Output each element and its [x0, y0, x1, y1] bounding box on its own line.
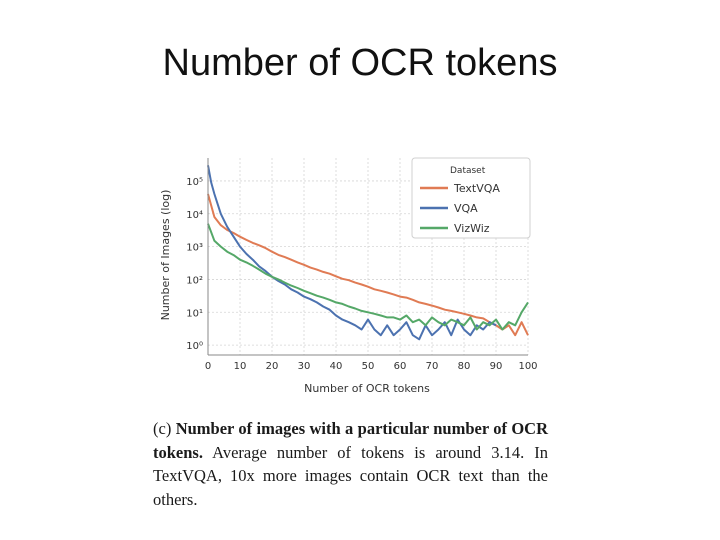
x-tick-label: 70	[426, 361, 439, 372]
x-tick-label: 60	[394, 361, 407, 372]
x-tick-label: 80	[458, 361, 471, 372]
y-tick-label: 10¹	[186, 308, 203, 319]
legend-title: Dataset	[450, 166, 486, 176]
slide-title: Number of OCR tokens	[162, 42, 558, 84]
caption-text: Average number of tokens is around 3.14.…	[153, 442, 548, 509]
legend-box	[411, 157, 531, 239]
chart-ticks: 0 10 20 30 40 50 60 70 80 90 100 10⁰ 10¹ 10² 10³ 10⁴ 10⁵	[186, 177, 537, 372]
x-tick-label: 40	[330, 361, 343, 372]
legend-label-vizwiz: VizWiz	[454, 222, 490, 235]
y-tick-label: 10⁰	[186, 341, 203, 352]
legend-label-textvqa: TextVQA	[453, 182, 500, 195]
figure-caption: (c) Number of images with a particular n…	[153, 417, 548, 511]
x-tick-label: 100	[518, 361, 537, 372]
legend-items: TextVQA VQA VizWiz	[420, 182, 500, 235]
caption-bold-text: Number of images with a particular numbe…	[153, 419, 548, 462]
x-tick-label: 50	[362, 361, 375, 372]
series-line-textvqa	[207, 193, 529, 337]
ocr-token-chart: 0 10 20 30 40 50 60 70 80 90 100 10⁰ 10¹ 10² 10³ 10⁴ 10⁵…	[159, 157, 538, 395]
x-tick-label: 20	[266, 361, 279, 372]
legend-label-vqa: VQA	[454, 202, 478, 215]
chart-axes	[207, 158, 528, 356]
x-tick-label: 10	[234, 361, 247, 372]
x-axis-label: Number of OCR tokens	[304, 382, 430, 395]
x-tick-label: 90	[490, 361, 503, 372]
caption-label: (c)	[153, 419, 172, 438]
x-tick-label: 30	[298, 361, 311, 372]
y-tick-label: 10²	[186, 275, 203, 286]
y-tick-label: 10⁴	[186, 210, 203, 221]
y-tick-label: 10⁵	[186, 177, 203, 188]
y-axis-label: Number of Images (log)	[159, 190, 172, 321]
legend: Dataset TextVQA VQA VizWiz	[411, 157, 531, 239]
chart-series	[207, 165, 529, 341]
y-tick-label: 10³	[186, 243, 203, 254]
x-tick-label: 0	[205, 361, 211, 372]
series-line-vizwiz	[207, 223, 529, 331]
